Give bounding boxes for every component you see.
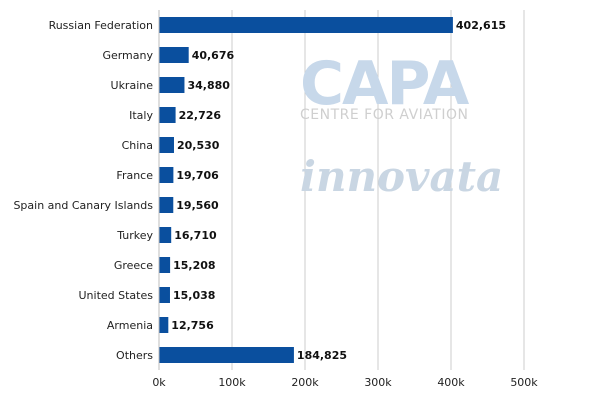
watermark: CAPA CENTRE FOR AVIATION innovata (300, 49, 503, 201)
category-label: Germany (102, 49, 153, 62)
value-label: 12,756 (171, 319, 214, 332)
value-label: 34,880 (187, 79, 230, 92)
category-label: Others (116, 349, 153, 362)
bar (159, 287, 170, 303)
value-label: 15,208 (173, 259, 215, 272)
bar (159, 77, 185, 93)
value-label: 22,726 (179, 109, 222, 122)
x-tick-label: 0k (152, 376, 166, 389)
x-tick-label: 300k (364, 376, 392, 389)
value-label: 40,676 (192, 49, 235, 62)
bar (159, 167, 174, 183)
category-label: France (116, 169, 153, 182)
category-labels: Russian Federation Germany Ukraine Italy Chi… (13, 19, 153, 362)
x-tick-label: 500k (510, 376, 538, 389)
bar (159, 47, 189, 63)
category-label: Turkey (116, 229, 153, 242)
value-label: 15,038 (173, 289, 215, 302)
bar (159, 197, 174, 213)
category-label: Armenia (107, 319, 153, 332)
category-label: United States (79, 289, 154, 302)
value-label: 19,706 (176, 169, 219, 182)
value-label: 402,615 (456, 19, 506, 32)
x-axis-ticks: 0k 100k 200k 300k 400k 500k (152, 376, 538, 389)
bar (159, 317, 169, 333)
x-tick-label: 200k (291, 376, 319, 389)
category-label: China (122, 139, 153, 152)
value-label: 20,530 (177, 139, 220, 152)
value-label: 19,560 (176, 199, 219, 212)
value-label: 184,825 (297, 349, 347, 362)
category-label: Russian Federation (49, 19, 153, 32)
watermark-innovata-logo: innovata (300, 152, 503, 201)
bars (159, 17, 453, 363)
bar (159, 107, 176, 123)
bar (159, 227, 172, 243)
bar (159, 17, 453, 33)
category-label: Ukraine (111, 79, 154, 92)
watermark-tagline: CENTRE FOR AVIATION (300, 107, 468, 123)
category-label: Greece (114, 259, 153, 272)
x-tick-label: 100k (218, 376, 246, 389)
grid-lines (231, 10, 525, 370)
bar (159, 257, 171, 273)
value-labels: 402,615 40,676 34,880 22,726 20,530 19,706 19,… (171, 19, 506, 362)
x-tick-label: 400k (437, 376, 465, 389)
value-label: 16,710 (174, 229, 217, 242)
category-label: Italy (129, 109, 153, 122)
category-label: Spain and Canary Islands (13, 199, 153, 212)
bar (159, 137, 174, 153)
watermark-capa-logo: CAPA (300, 49, 470, 119)
bar (159, 347, 294, 363)
